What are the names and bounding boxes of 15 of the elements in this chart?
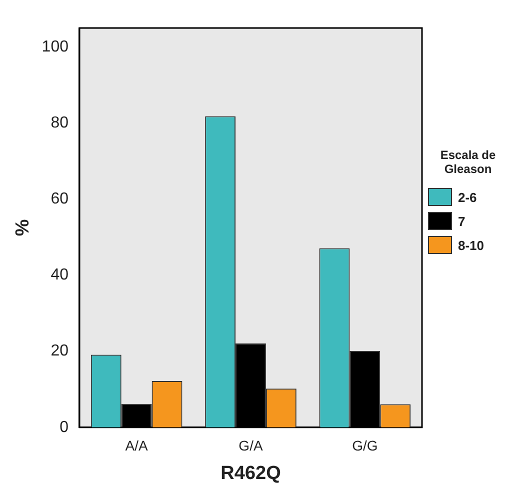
- x-tick-label: A/A: [125, 438, 149, 454]
- y-tick-label: 20: [50, 342, 69, 360]
- y-tick-label: 100: [42, 38, 69, 56]
- legend-label: 2-6: [458, 190, 477, 204]
- legend-label: 7: [458, 214, 466, 228]
- y-tick-label: 80: [50, 114, 69, 132]
- y-tick-label: 60: [50, 190, 69, 208]
- x-tick-label: G/A: [238, 438, 264, 454]
- legend-title: Escala de Gleason: [439, 148, 497, 176]
- x-tick-label: G/G: [352, 438, 378, 454]
- y-tick-label: 40: [50, 266, 69, 284]
- legend-label: 8-10: [458, 238, 484, 252]
- x-axis-title: R462Q: [220, 462, 281, 484]
- y-axis-title: %: [12, 219, 34, 236]
- y-tick-label: 0: [60, 418, 69, 436]
